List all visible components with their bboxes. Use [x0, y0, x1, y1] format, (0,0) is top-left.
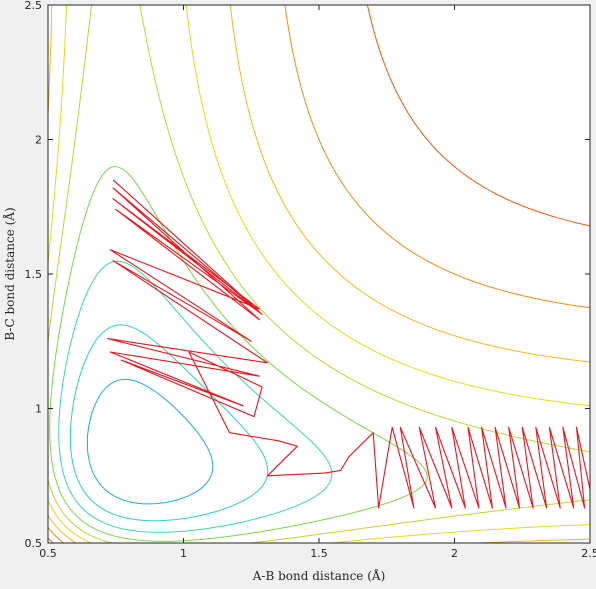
x-axis-ticks: 0.5 1 1.5 2 2.5 [39, 5, 596, 560]
x-tick-label: 2.5 [581, 547, 596, 560]
x-tick-label: 2 [451, 547, 458, 560]
y-axis-label: B-C bond distance (Å) [2, 207, 17, 340]
y-tick-label: 2.5 [25, 0, 43, 12]
contour-level-11 [48, 5, 590, 543]
trajectory-line [107, 179, 590, 509]
x-tick-label: 0.5 [39, 547, 57, 560]
contour-level-8 [48, 5, 590, 543]
contour-level-9 [48, 5, 590, 543]
contour-level-10 [48, 5, 590, 543]
x-axis-label: A-B bond distance (Å) [252, 568, 386, 583]
contour-level-7 [49, 166, 428, 542]
y-tick-label: 1 [35, 403, 42, 416]
y-tick-label: 0.5 [25, 537, 43, 550]
x-tick-label: 1.5 [310, 547, 328, 560]
contour-level-4 [86, 378, 214, 505]
contour-level-6 [58, 260, 333, 533]
plot-area [48, 5, 590, 543]
trajectory [107, 179, 590, 509]
y-tick-label: 2 [35, 134, 42, 147]
y-tick-label: 1.5 [25, 268, 43, 281]
y-axis-ticks: 0.5 1 1.5 2 2.5 [25, 0, 590, 550]
x-tick-label: 1 [180, 547, 187, 560]
contour-level-12 [48, 5, 590, 543]
